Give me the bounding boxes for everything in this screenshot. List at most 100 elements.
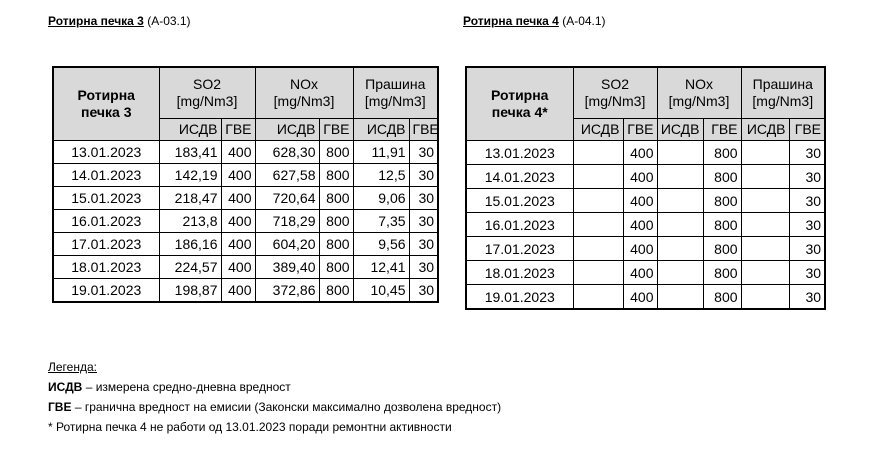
cell-value: 30 bbox=[788, 284, 826, 310]
cell-value: 800 bbox=[702, 236, 742, 261]
cell-value: 400 bbox=[622, 140, 658, 165]
cell-value bbox=[572, 260, 624, 285]
cell-value bbox=[572, 164, 624, 189]
cell-value: 800 bbox=[702, 284, 742, 310]
cell-date: 18.01.2023 bbox=[465, 260, 574, 285]
table-row: 14.01.2023 142,19 400 627,58 800 12,5 30 bbox=[52, 163, 439, 187]
cell-date: 18.01.2023 bbox=[52, 255, 160, 279]
table-row: 19.01.2023 198,87 400 372,86 800 10,45 30 bbox=[52, 278, 439, 303]
cell-value: 10,45 bbox=[352, 278, 410, 303]
header-nox: NOx [mg/Nm3] bbox=[254, 66, 354, 119]
cell-value: 800 bbox=[318, 140, 354, 164]
legend-item: ИСДВ – измерена средно-дневна вредност bbox=[48, 380, 291, 394]
cell-value: 400 bbox=[220, 209, 256, 233]
cell-value: 30 bbox=[408, 232, 439, 256]
table-row: 18.01.2023 224,57 400 389,40 800 12,41 30 bbox=[52, 255, 439, 279]
cell-value: 400 bbox=[622, 236, 658, 261]
table-row: 16.01.2023 400 800 30 bbox=[465, 212, 826, 237]
cell-value: 627,58 bbox=[254, 163, 320, 187]
cell-value: 142,19 bbox=[158, 163, 222, 187]
cell-value bbox=[572, 236, 624, 261]
cell-date: 16.01.2023 bbox=[465, 212, 574, 237]
subheader-isdv: ИСДВ bbox=[740, 118, 790, 141]
cell-value bbox=[572, 188, 624, 213]
cell-date: 17.01.2023 bbox=[52, 232, 160, 256]
kiln-3-emissions-table: Ротирна печка 3 SO2 [mg/Nm3] NOx [mg/Nm3] П… bbox=[52, 66, 440, 303]
cell-value: 800 bbox=[702, 140, 742, 165]
cell-value: 800 bbox=[702, 188, 742, 213]
cell-value bbox=[656, 212, 704, 237]
cell-value: 30 bbox=[788, 140, 826, 165]
table-row: 14.01.2023 400 800 30 bbox=[465, 164, 826, 189]
cell-value: 183,41 bbox=[158, 140, 222, 164]
table-row: 15.01.2023 218,47 400 720,64 800 9,06 30 bbox=[52, 186, 439, 210]
cell-value: 800 bbox=[702, 212, 742, 237]
cell-date: 19.01.2023 bbox=[52, 278, 160, 303]
cell-value bbox=[572, 284, 624, 310]
header-dust: Прашина [mg/Nm3] bbox=[352, 66, 439, 119]
subheader-gve: ГВЕ bbox=[318, 118, 354, 141]
cell-value bbox=[740, 164, 790, 189]
cell-value: 30 bbox=[408, 140, 439, 164]
cell-value: 720,64 bbox=[254, 186, 320, 210]
title-text: Ротирна печка 3 bbox=[48, 14, 144, 28]
table-title-kiln-4: Ротирна печка 4 (A-04.1) bbox=[463, 14, 606, 28]
subheader-gve: ГВЕ bbox=[220, 118, 256, 141]
table-row: 13.01.2023 400 800 30 bbox=[465, 140, 826, 165]
subheader-gve: ГВЕ bbox=[788, 118, 826, 141]
cell-value: 372,86 bbox=[254, 278, 320, 303]
cell-value bbox=[740, 188, 790, 213]
cell-value: 604,20 bbox=[254, 232, 320, 256]
subheader-gve: ГВЕ bbox=[622, 118, 658, 141]
cell-value: 389,40 bbox=[254, 255, 320, 279]
cell-value bbox=[740, 284, 790, 310]
cell-value: 30 bbox=[788, 212, 826, 237]
legend-item: * Ротирна печка 4 не работи од 13.01.202… bbox=[48, 420, 452, 434]
cell-date: 14.01.2023 bbox=[465, 164, 574, 189]
cell-value: 186,16 bbox=[158, 232, 222, 256]
header-so2: SO2 [mg/Nm3] bbox=[572, 66, 658, 119]
cell-value: 400 bbox=[220, 232, 256, 256]
header-kiln: Ротирна печка 4* bbox=[465, 66, 574, 141]
cell-value bbox=[656, 188, 704, 213]
header-so2: SO2 [mg/Nm3] bbox=[158, 66, 256, 119]
cell-date: 13.01.2023 bbox=[465, 140, 574, 165]
kiln-4-emissions-table: Ротирна печка 4* SO2 [mg/Nm3] NOx [mg/Nm3]… bbox=[465, 66, 827, 310]
legend-item: ГВЕ – гранична вредност на емисии (Закон… bbox=[48, 400, 502, 414]
cell-value: 12,5 bbox=[352, 163, 410, 187]
subheader-isdv: ИСДВ bbox=[572, 118, 624, 141]
header-nox: NOx [mg/Nm3] bbox=[656, 66, 742, 119]
cell-value bbox=[572, 212, 624, 237]
cell-value bbox=[740, 260, 790, 285]
cell-value: 30 bbox=[788, 260, 826, 285]
cell-value: 400 bbox=[622, 212, 658, 237]
cell-date: 14.01.2023 bbox=[52, 163, 160, 187]
table-row: 18.01.2023 400 800 30 bbox=[465, 260, 826, 285]
cell-date: 13.01.2023 bbox=[52, 140, 160, 164]
cell-value bbox=[656, 140, 704, 165]
cell-value: 400 bbox=[622, 284, 658, 310]
cell-value: 11,91 bbox=[352, 140, 410, 164]
cell-date: 19.01.2023 bbox=[465, 284, 574, 310]
cell-value: 400 bbox=[220, 163, 256, 187]
cell-value: 30 bbox=[408, 278, 439, 303]
subheader-isdv: ИСДВ bbox=[352, 118, 410, 141]
cell-value: 9,06 bbox=[352, 186, 410, 210]
table-row: 16.01.2023 213,8 400 718,29 800 7,35 30 bbox=[52, 209, 439, 233]
cell-value: 400 bbox=[220, 255, 256, 279]
cell-value bbox=[656, 260, 704, 285]
cell-value: 718,29 bbox=[254, 209, 320, 233]
cell-value: 800 bbox=[318, 232, 354, 256]
cell-value: 213,8 bbox=[158, 209, 222, 233]
table-row: 19.01.2023 400 800 30 bbox=[465, 284, 826, 310]
cell-value bbox=[740, 212, 790, 237]
cell-value: 800 bbox=[318, 209, 354, 233]
subheader-gve: ГВЕ bbox=[408, 118, 439, 141]
cell-value: 9,56 bbox=[352, 232, 410, 256]
cell-value: 30 bbox=[788, 236, 826, 261]
cell-value: 800 bbox=[702, 260, 742, 285]
cell-value bbox=[656, 164, 704, 189]
cell-date: 17.01.2023 bbox=[465, 236, 574, 261]
table-row: 15.01.2023 400 800 30 bbox=[465, 188, 826, 213]
cell-date: 15.01.2023 bbox=[52, 186, 160, 210]
